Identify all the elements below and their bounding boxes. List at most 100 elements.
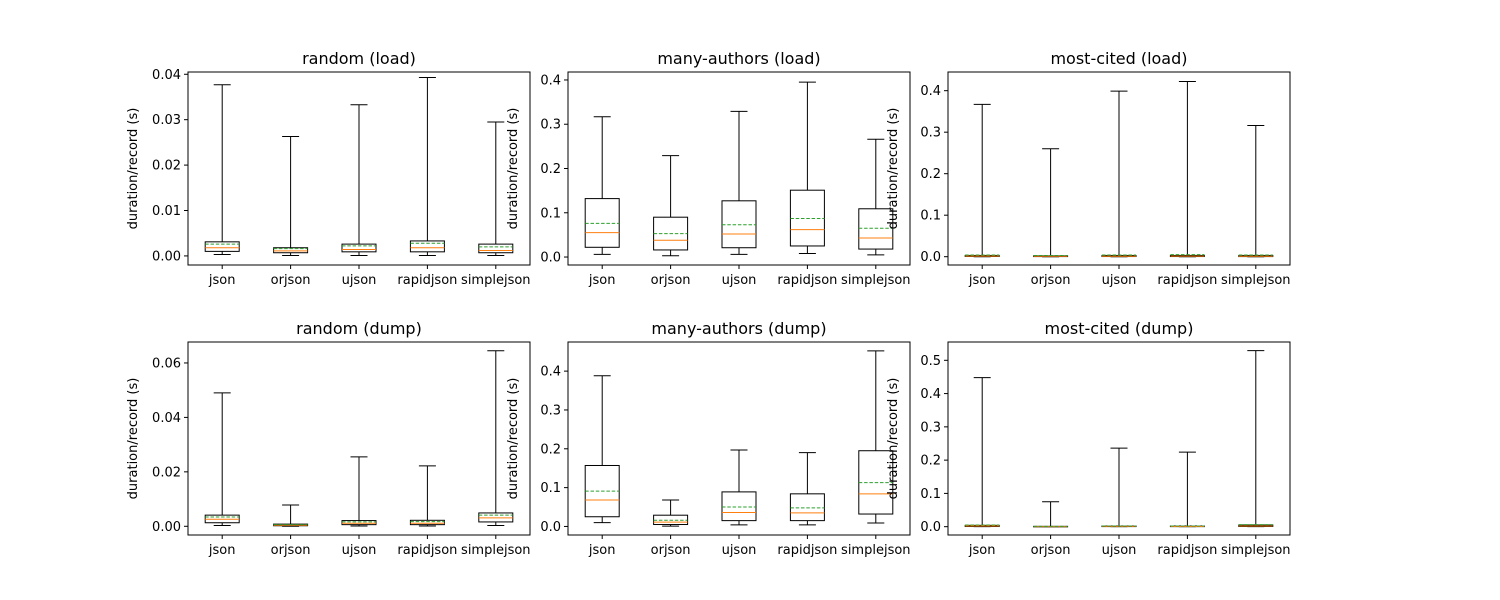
plot-area-frame <box>567 71 911 266</box>
y-tick-label: 0.02 <box>152 159 181 174</box>
y-tick-label: 0.0 <box>920 520 941 535</box>
y-tick-label: 0.4 <box>540 365 561 380</box>
box-orjson <box>1033 148 1069 258</box>
iqr-box <box>478 243 514 254</box>
x-tick-label: simplejson <box>461 543 531 558</box>
box-rapidjson <box>789 452 825 526</box>
x-tick-label: json <box>208 273 236 288</box>
chart-panel-5: many-authors (dump) duration/record (s) 0.… <box>506 319 911 558</box>
box-simplejson <box>1238 350 1274 528</box>
y-tick-label: 0.2 <box>540 162 561 177</box>
x-tick-label: simplejson <box>1221 543 1291 558</box>
x-tick-label: ujson <box>1102 543 1137 558</box>
y-tick-label: 0.1 <box>920 487 941 502</box>
box-ujson <box>721 449 757 526</box>
box-orjson <box>1033 501 1069 528</box>
box-ujson <box>341 456 377 527</box>
iqr-box <box>409 519 445 526</box>
x-tick-label: rapidjson <box>397 273 457 288</box>
x-tick-label: json <box>208 543 236 558</box>
x-tick-label: simplejson <box>1221 273 1291 288</box>
box-orjson <box>653 155 689 257</box>
x-tick-label: simplejson <box>841 543 911 558</box>
box-rapidjson <box>789 81 825 254</box>
y-tick-label: 0.1 <box>540 481 561 496</box>
x-tick-label: orjson <box>1031 273 1071 288</box>
x-tick-label: rapidjson <box>1157 543 1217 558</box>
x-tick-label: rapidjson <box>397 543 457 558</box>
x-tick-label: simplejson <box>461 273 531 288</box>
x-tick-label: simplejson <box>841 273 911 288</box>
x-tick-label: orjson <box>651 273 691 288</box>
box-ujson <box>1101 90 1137 258</box>
plot-area-frame <box>567 341 911 536</box>
chart-title: many-authors (dump) <box>651 319 826 338</box>
box-ujson <box>341 104 377 256</box>
box-rapidjson <box>409 465 445 527</box>
box-orjson <box>273 135 309 256</box>
y-tick-label: 0.00 <box>152 520 181 535</box>
box-simplejson <box>478 121 514 256</box>
box-orjson <box>273 504 309 527</box>
y-tick-label: 0.3 <box>540 118 561 133</box>
y-axis-label: duration/record (s) <box>506 108 521 230</box>
x-tick-label: json <box>588 273 616 288</box>
box-ujson <box>721 110 757 255</box>
y-tick-label: 0.04 <box>152 411 181 426</box>
y-axis-label: duration/record (s) <box>126 108 141 230</box>
x-tick-label: orjson <box>271 543 311 558</box>
iqr-box <box>204 241 240 252</box>
x-tick-label: ujson <box>342 273 377 288</box>
box-json <box>204 84 240 256</box>
y-axis-label: duration/record (s) <box>126 378 141 500</box>
box-simplejson <box>858 350 894 524</box>
x-tick-label: ujson <box>722 273 757 288</box>
y-tick-label: 0.04 <box>152 68 181 83</box>
y-tick-label: 0.1 <box>920 209 941 224</box>
iqr-box <box>341 243 377 253</box>
chart-title: most-cited (dump) <box>1045 319 1194 338</box>
box-simplejson <box>858 138 894 256</box>
x-tick-label: ujson <box>1102 273 1137 288</box>
box-rapidjson <box>1169 81 1205 258</box>
y-axis-label: duration/record (s) <box>886 378 901 500</box>
chart-panel-3: most-cited (load) duration/record (s) 0.0 0… <box>886 49 1291 288</box>
box-json <box>584 116 620 255</box>
plot-area-frame <box>947 71 1291 266</box>
box-json <box>204 392 240 526</box>
y-tick-label: 0.3 <box>540 403 561 418</box>
iqr-box <box>409 240 445 253</box>
chart-title: random (dump) <box>296 319 422 338</box>
x-tick-label: orjson <box>1031 543 1071 558</box>
y-tick-label: 0.02 <box>152 465 181 480</box>
x-tick-label: ujson <box>342 543 377 558</box>
x-tick-label: rapidjson <box>777 273 837 288</box>
y-tick-label: 0.3 <box>920 126 941 141</box>
y-tick-label: 0.4 <box>540 73 561 88</box>
box-simplejson <box>478 350 514 526</box>
y-tick-label: 0.0 <box>540 251 561 266</box>
box-simplejson <box>1238 125 1274 258</box>
y-tick-label: 0.00 <box>152 249 181 264</box>
iqr-box <box>858 208 894 250</box>
x-tick-label: orjson <box>271 273 311 288</box>
box-orjson <box>653 499 689 527</box>
iqr-box <box>341 520 377 526</box>
box-json <box>584 375 620 524</box>
plot-area-frame <box>187 71 531 266</box>
y-tick-label: 0.2 <box>920 167 941 182</box>
chart-panel-1: random (load) duration/record (s) 0.00 0.01… <box>126 49 531 288</box>
x-tick-label: json <box>588 543 616 558</box>
iqr-box <box>273 247 309 254</box>
x-tick-label: ujson <box>722 543 757 558</box>
iqr-box <box>721 491 757 522</box>
y-tick-label: 0.0 <box>920 250 941 265</box>
y-tick-label: 0.06 <box>152 356 181 371</box>
x-tick-label: orjson <box>651 543 691 558</box>
chart-panel-4: random (dump) duration/record (s) 0.00 0.02… <box>126 319 531 558</box>
chart-title: many-authors (load) <box>657 49 820 68</box>
chart-title: random (load) <box>302 49 416 68</box>
chart-title: most-cited (load) <box>1050 49 1187 68</box>
y-axis-label: duration/record (s) <box>506 378 521 500</box>
